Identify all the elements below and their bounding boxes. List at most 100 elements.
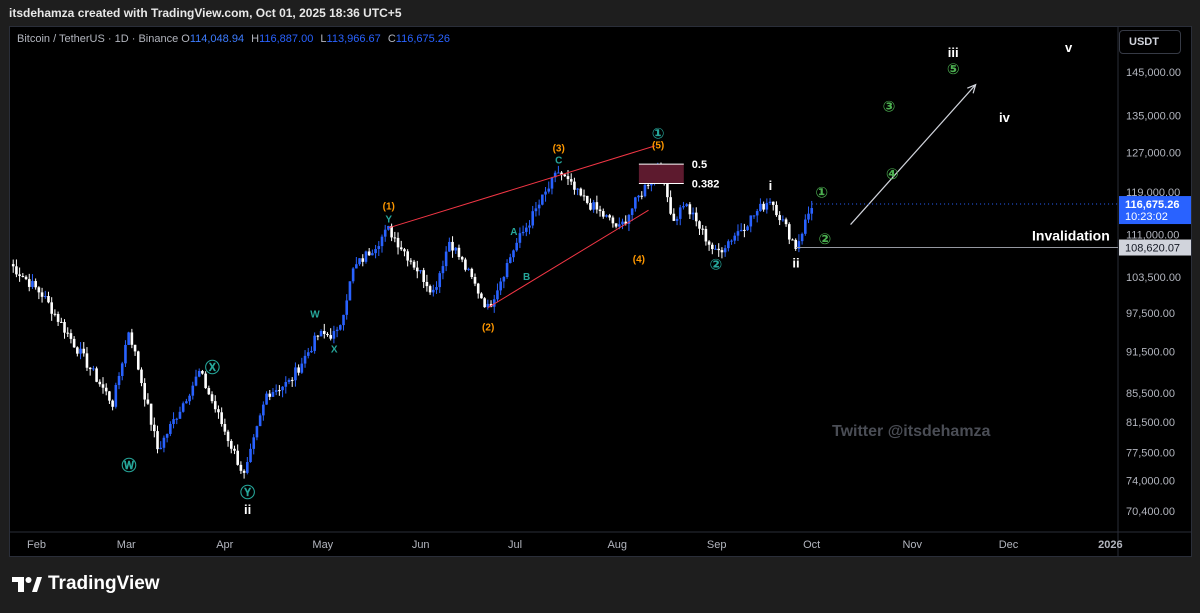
x-tick-label: Aug [607,539,627,551]
candle-body [319,331,323,337]
wave-label: v [1065,40,1073,55]
currency-selector[interactable]: USDT [1119,30,1181,54]
wave-label: X [331,345,338,356]
candle-body [169,423,172,434]
x-tick-label: Jun [412,539,430,551]
candle-body [422,270,425,282]
candle-body [698,221,701,229]
candle-body [127,332,130,345]
candle-body [537,204,541,209]
tradingview-logo[interactable]: TradingView [12,573,160,595]
open-value: 114,048.94 [189,33,245,45]
x-tick-label: May [312,539,333,551]
candle-body [98,381,102,385]
candle-body [711,244,714,250]
symbol-name: Bitcoin / TetherUS · 1D · Binance [17,33,179,45]
bar-countdown-label: 10:23:02 [1125,211,1168,223]
candle-body [258,415,262,427]
candle-body [576,188,579,190]
candle-body [585,195,589,203]
candle-body [624,221,628,224]
candle-body [40,292,44,297]
wave-label: C [555,155,562,166]
wave-label: Y [385,215,392,226]
candle-body [480,293,483,299]
close-key: C [387,33,396,45]
wave-label: ② [710,256,723,273]
candle-body [297,367,300,373]
candle-body [162,437,166,448]
candle-body [82,348,86,354]
candle-body [409,260,413,262]
candle-body [611,217,615,224]
candle-body [736,231,740,236]
x-tick-label: Nov [902,539,922,551]
candle-body [220,412,223,425]
candle-body [15,266,18,275]
candle-body [727,241,730,249]
candle-body [601,211,605,217]
x-tick-label: Mar [117,539,136,551]
candle-body [521,231,525,234]
candle-body [223,424,227,432]
candle-body [165,433,169,438]
candle-body [781,219,785,221]
candle-body [149,403,153,425]
price-chart[interactable]: 70,400.00 74,000.00 77,500.00 81,500.00 85,5… [10,27,1192,557]
candle-body [377,246,381,250]
candle-body [512,250,515,258]
candle-body [595,202,599,210]
candle-body [444,251,448,267]
candle-body [56,314,60,322]
candle-body [31,281,34,287]
candle-body [271,392,275,397]
candle-body [755,211,759,216]
candle-body [136,351,140,370]
wave-label: ⑤ [947,61,960,78]
candle-body [374,249,377,254]
candle-body [464,259,467,270]
candle-body [294,367,297,381]
candle-body [428,286,432,293]
chart-frame[interactable]: 70,400.00 74,000.00 77,500.00 81,500.00 85,5… [9,26,1192,557]
candle-body [438,273,442,288]
candle-body [448,241,451,252]
symbol-legend: Bitcoin / TetherUS · 1D · Binance O114,0… [17,33,454,45]
candle-body [290,379,294,381]
projection-arrow [850,84,977,225]
candle-body [791,239,794,241]
wave-label: ③ [883,99,896,116]
candle-body [476,283,480,294]
wave-label: Ⓨ [240,484,255,502]
candle-body [252,437,256,449]
channel-lower-line [487,209,649,308]
candle-body [69,333,73,339]
candle-body [403,249,406,252]
candle-body [508,257,512,264]
candle-body [768,201,772,203]
candle-body [454,247,458,251]
candle-body [579,188,583,196]
wave-label: iii [948,45,959,60]
candle-body [133,344,137,352]
candle-body [201,371,204,374]
candle-body [720,250,724,253]
candle-body [146,399,150,404]
candle-body [534,208,538,212]
candle-body [544,191,547,195]
candle-body [569,179,573,182]
candle-body [185,401,188,404]
y-tick-label: 81,500.00 [1126,417,1175,429]
candle-body [573,181,576,190]
candle-body [643,184,647,197]
candle-body [213,401,217,410]
candle-body [550,177,554,189]
candle-body [255,426,259,438]
candle-body [79,348,82,354]
y-tick-label: 77,500.00 [1126,448,1175,460]
candle-body [432,289,435,293]
x-tick-label: Apr [216,539,233,551]
open-key: O [181,33,190,45]
candle-body [435,287,438,290]
candle-body [287,379,291,382]
